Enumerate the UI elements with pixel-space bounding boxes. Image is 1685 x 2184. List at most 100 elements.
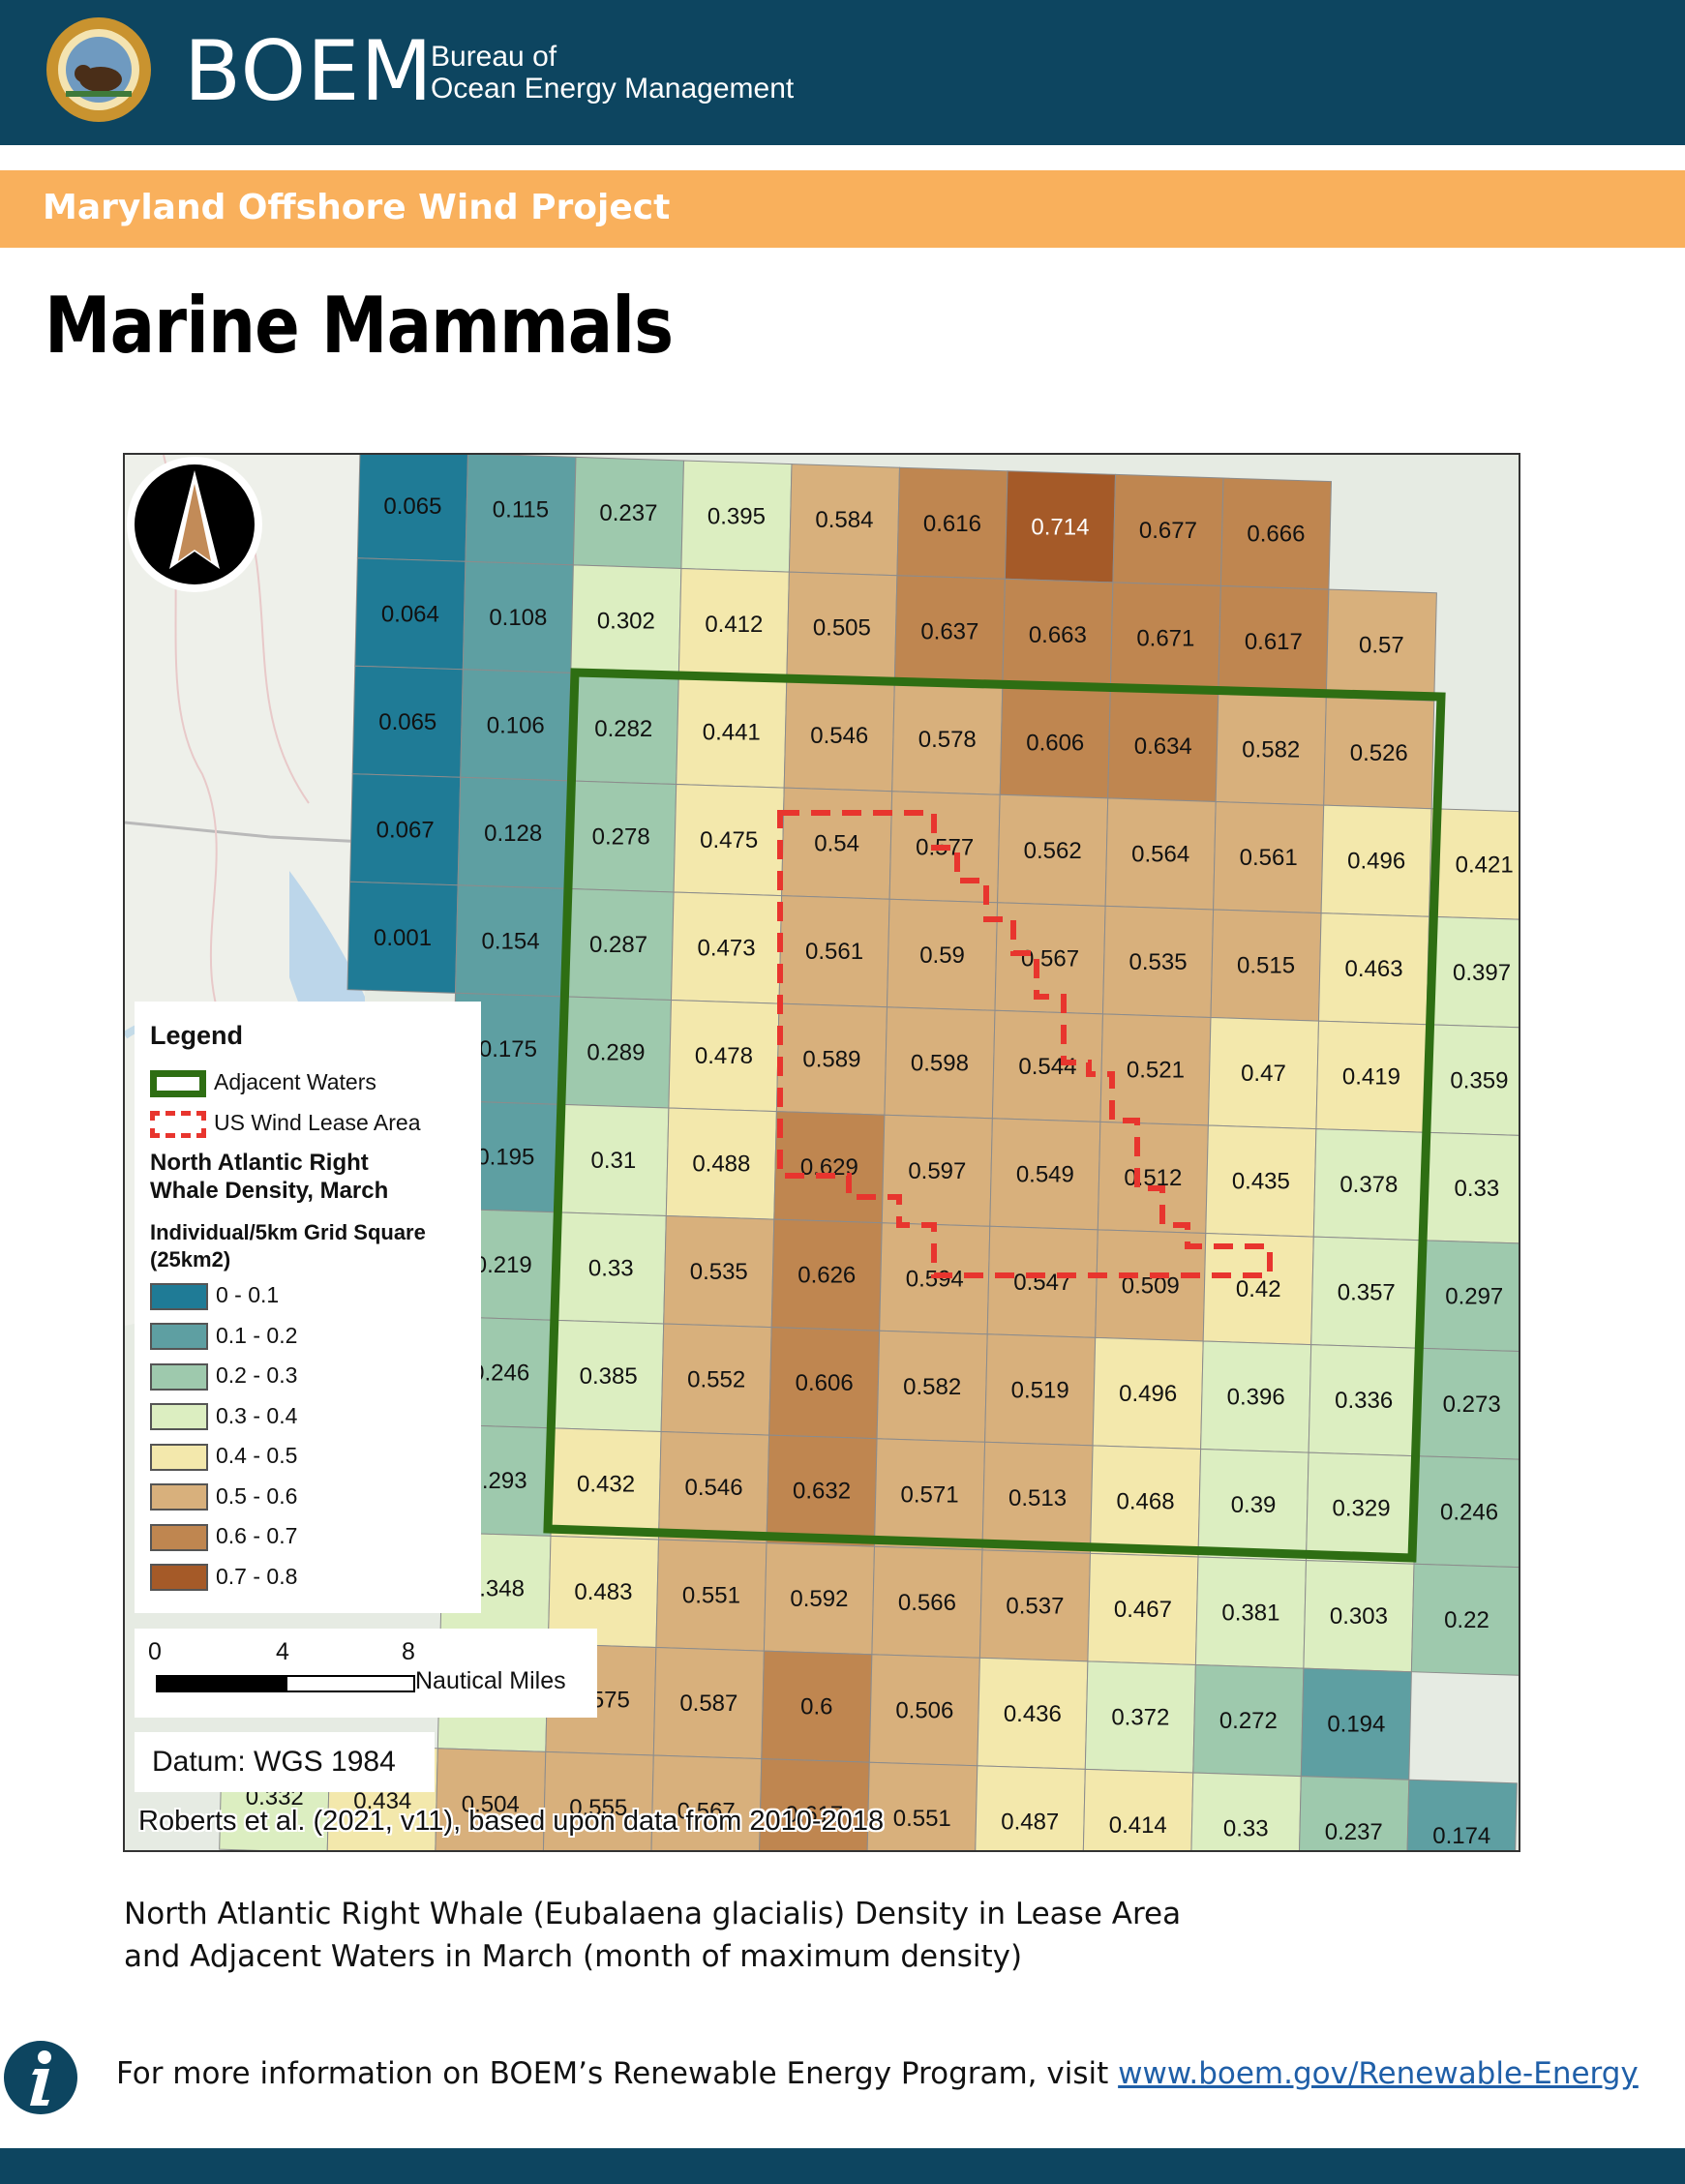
- legend-swatch: [150, 1523, 208, 1551]
- grid-cell-value: 0.421: [1456, 852, 1514, 878]
- grid-cell-value: 0.505: [813, 615, 871, 642]
- grid-cell-value: 0.513: [1008, 1485, 1067, 1511]
- grid-cell-value: 0.562: [1024, 838, 1082, 864]
- grid-cell-value: 0.302: [597, 608, 655, 634]
- grid-cell-value: 0.378: [1339, 1172, 1398, 1198]
- grid-cell-value: 0.551: [682, 1583, 740, 1609]
- grid-cell: [1190, 1772, 1302, 1850]
- grid-cell-value: 0.336: [1335, 1388, 1393, 1414]
- grid-cell-value: 0.287: [589, 932, 647, 958]
- grid-cell: [650, 1754, 763, 1850]
- grid-cell-value: 0.115: [493, 496, 549, 523]
- legend-title: Legend: [150, 1021, 244, 1050]
- grid-cell-value: 0.128: [484, 821, 542, 847]
- grid-cell-value: 0.237: [1325, 1819, 1383, 1845]
- legend-swatch: [150, 1483, 208, 1511]
- bottom-bar: [0, 2148, 1685, 2184]
- info-icon: [4, 2041, 77, 2114]
- grid-cell-value: 0.597: [908, 1158, 966, 1184]
- legend-class: 0.4 - 0.5: [150, 1443, 297, 1471]
- legend-class: 0 - 0.1: [150, 1282, 279, 1310]
- grid-cell-value: 0.432: [577, 1471, 635, 1497]
- page-title: Marine Mammals: [45, 281, 674, 371]
- grid-cell-value: 0.571: [901, 1481, 959, 1508]
- grid-cell-value: 0.483: [574, 1579, 632, 1605]
- grid-cell-value: 0.616: [923, 511, 981, 537]
- grid-cell-value: 0.626: [797, 1263, 856, 1289]
- grid-cell-value: 0.606: [796, 1370, 854, 1396]
- caption-line-2: and Adjacent Waters in March (month of m…: [124, 1939, 1023, 1974]
- boem-logo-text: BOEM: [184, 23, 434, 120]
- grid-cell-value: 0.47: [1241, 1061, 1286, 1087]
- grid-cell-value: 0.488: [692, 1152, 750, 1178]
- legend-class: 0.7 - 0.8: [150, 1564, 297, 1592]
- grid-cell-value: 0.59: [919, 942, 965, 969]
- grid-cell-value: 0.552: [687, 1367, 745, 1393]
- page-header: BOEM Bureau of Ocean Energy Management: [0, 0, 1685, 145]
- doi-seal-icon: [46, 17, 151, 122]
- legend-class-label: 0.4 - 0.5: [216, 1443, 298, 1468]
- grid-cell-value: 0.473: [698, 936, 756, 962]
- scale-tick-8: 8: [402, 1638, 415, 1665]
- legend-class-label: 0 - 0.1: [216, 1282, 280, 1307]
- footer-text: For more information on BOEM’s Renewable…: [116, 2056, 1119, 2091]
- grid-cell-value: 0.195: [476, 1144, 534, 1170]
- lease-area-boundary: [777, 810, 1273, 1278]
- grid-cell-value: 0.419: [1342, 1064, 1400, 1091]
- grid-cell-value: 0.617: [785, 1802, 843, 1828]
- grid-cell-value: 0.412: [705, 612, 763, 638]
- grid-cell-value: 0.666: [1247, 522, 1305, 548]
- grid-cell-value: 0.435: [1232, 1169, 1290, 1195]
- grid-cell-value: 0.381: [1221, 1601, 1279, 1627]
- legend-units: Individual/5km Grid Square (25km2): [150, 1220, 426, 1272]
- caption-line-1: North Atlantic Right Whale (Eubalaena gl…: [124, 1897, 1182, 1931]
- renewable-energy-link[interactable]: www.boem.gov/Renewable-Energy: [1118, 2056, 1639, 2091]
- grid-cell-value: 0.567: [677, 1799, 736, 1825]
- grid-cell-value: 0.714: [1031, 514, 1089, 540]
- legend-class: 0.3 - 0.4: [150, 1403, 297, 1431]
- grid-cell: [1429, 808, 1519, 920]
- grid-cell: [866, 1761, 978, 1850]
- grid-cell-value: 0.506: [895, 1697, 953, 1723]
- grid-cell-value: 0.6: [800, 1694, 832, 1720]
- legend-class-label: 0.1 - 0.2: [216, 1322, 298, 1348]
- grid-cell-value: 0.436: [1004, 1701, 1062, 1727]
- grid-cell-value: 0.067: [376, 817, 435, 843]
- grid-cell-value: 0.174: [1432, 1823, 1490, 1849]
- grid-cell-value: 0.303: [1330, 1603, 1388, 1630]
- grid-cell-value: 0.606: [1026, 730, 1084, 756]
- grid-cell: [975, 1765, 1086, 1850]
- project-name: Maryland Offshore Wind Project: [43, 188, 671, 227]
- grid-cell-value: 0.065: [378, 709, 436, 735]
- grid-cell: [1082, 1768, 1194, 1850]
- grid-cell-value: 0.564: [1131, 841, 1189, 867]
- grid-cell-value: 0.282: [594, 716, 652, 742]
- grid-cell-value: 0.519: [1011, 1377, 1069, 1403]
- grid-cell-value: 0.578: [918, 727, 977, 753]
- map-legend: Legend Adjacent Waters US Wind Lease Are…: [135, 1002, 481, 1613]
- data-credit: Roberts et al. (2021, v11), based upon d…: [138, 1806, 885, 1837]
- legend-swatch: [150, 1282, 208, 1310]
- grid-cell-value: 0.587: [679, 1690, 737, 1717]
- project-banner: Maryland Offshore Wind Project: [0, 170, 1685, 248]
- grid-cell-value: 0.546: [685, 1475, 743, 1501]
- grid-cell-value: 0.521: [1127, 1057, 1185, 1083]
- grid-cell-value: 0.372: [1111, 1704, 1169, 1730]
- grid-cell-value: 0.33: [1223, 1816, 1269, 1842]
- grid-cell-value: 0.246: [1440, 1499, 1498, 1525]
- grid-cell-value: 0.297: [1445, 1283, 1503, 1309]
- grid-cell-value: 0.468: [1117, 1488, 1175, 1514]
- north-arrow-icon: [127, 457, 262, 592]
- grid-cell-value: 0.414: [1109, 1812, 1167, 1839]
- scale-tick-4: 4: [276, 1638, 289, 1665]
- grid-cell: [542, 1750, 654, 1850]
- scale-tick-0: 0: [148, 1638, 162, 1665]
- legend-class-label: 0.5 - 0.6: [216, 1482, 298, 1509]
- grid-cell-value: 0.065: [383, 494, 441, 520]
- grid-cell-value: 0.385: [580, 1363, 638, 1390]
- grid-cell-value: 0.273: [1443, 1391, 1501, 1418]
- legend-swatch: [150, 1443, 208, 1471]
- grid-cell: [759, 1758, 870, 1850]
- grid-cell-value: 0.001: [374, 925, 432, 951]
- legend-class: 0.1 - 0.2: [150, 1323, 297, 1351]
